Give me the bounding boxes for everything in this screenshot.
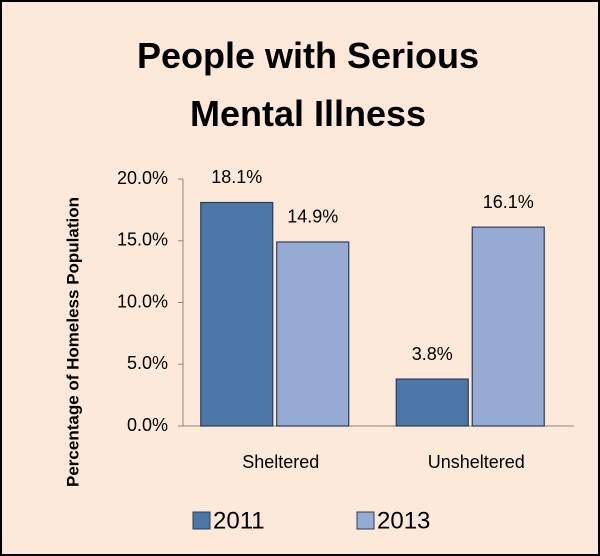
- x-tick-label: Unsheltered: [428, 452, 525, 472]
- chart-title: Mental Illness: [190, 93, 426, 134]
- chart-title-line: Mental Illness: [190, 93, 426, 134]
- y-tick-label: 15.0%: [117, 230, 168, 250]
- bar: [395, 378, 469, 427]
- bar: [471, 226, 545, 427]
- y-tick-label: 20.0%: [117, 168, 168, 188]
- y-tick-label: 5.0%: [127, 353, 168, 373]
- chart-title-line: People with Serious: [137, 35, 479, 76]
- value-label: 3.8%: [412, 344, 453, 364]
- value-label: 14.9%: [287, 207, 338, 227]
- chart-title: People with Serious: [137, 35, 479, 76]
- y-tick-label: 10.0%: [117, 291, 168, 311]
- legend-label: 2013: [377, 507, 430, 534]
- legend-swatch: [192, 511, 211, 530]
- bar: [276, 241, 350, 427]
- value-label: 16.1%: [483, 192, 534, 212]
- legend-label: 2011: [213, 507, 265, 534]
- bar: [200, 201, 274, 427]
- y-tick-label: 0.0%: [127, 415, 168, 435]
- x-tick-label: Sheltered: [242, 452, 319, 472]
- value-label: 18.1%: [211, 167, 262, 187]
- y-axis-label: Percentage of Homeless Population: [63, 197, 82, 487]
- legend-swatch: [356, 511, 375, 530]
